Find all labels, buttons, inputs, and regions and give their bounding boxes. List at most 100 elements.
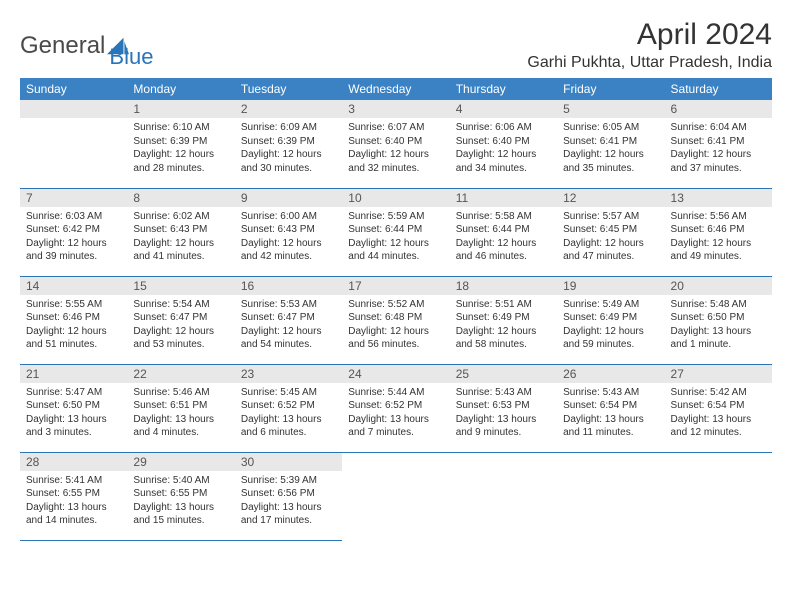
sunrise-text: Sunrise: 6:03 AM [26, 210, 121, 224]
calendar-day-cell: 18Sunrise: 5:51 AMSunset: 6:49 PMDayligh… [450, 276, 557, 364]
sunrise-text: Sunrise: 5:56 AM [671, 210, 766, 224]
calendar-day-cell: 3Sunrise: 6:07 AMSunset: 6:40 PMDaylight… [342, 100, 449, 188]
sunrise-text: Sunrise: 5:58 AM [456, 210, 551, 224]
day-number: 16 [235, 277, 342, 295]
calendar-day-cell: 19Sunrise: 5:49 AMSunset: 6:49 PMDayligh… [557, 276, 664, 364]
calendar-day-cell: 26Sunrise: 5:43 AMSunset: 6:54 PMDayligh… [557, 364, 664, 452]
daylight-text: and 41 minutes. [133, 250, 228, 264]
daylight-text: and 44 minutes. [348, 250, 443, 264]
day-number: 2 [235, 100, 342, 118]
calendar-day-cell: 28Sunrise: 5:41 AMSunset: 6:55 PMDayligh… [20, 452, 127, 540]
day-details: Sunrise: 5:52 AMSunset: 6:48 PMDaylight:… [342, 295, 449, 358]
sunset-text: Sunset: 6:45 PM [563, 223, 658, 237]
sunrise-text: Sunrise: 5:47 AM [26, 386, 121, 400]
sunrise-text: Sunrise: 5:46 AM [133, 386, 228, 400]
sunrise-text: Sunrise: 5:49 AM [563, 298, 658, 312]
sunset-text: Sunset: 6:48 PM [348, 311, 443, 325]
daylight-text: Daylight: 12 hours [241, 148, 336, 162]
day-details: Sunrise: 6:10 AMSunset: 6:39 PMDaylight:… [127, 118, 234, 181]
sunrise-text: Sunrise: 5:42 AM [671, 386, 766, 400]
calendar-day-cell: 10Sunrise: 5:59 AMSunset: 6:44 PMDayligh… [342, 188, 449, 276]
sunset-text: Sunset: 6:54 PM [563, 399, 658, 413]
calendar-day-cell: 23Sunrise: 5:45 AMSunset: 6:52 PMDayligh… [235, 364, 342, 452]
brand-logo: General Blue [20, 18, 153, 68]
sunrise-text: Sunrise: 5:48 AM [671, 298, 766, 312]
calendar-day-cell: 4Sunrise: 6:06 AMSunset: 6:40 PMDaylight… [450, 100, 557, 188]
day-number: 1 [127, 100, 234, 118]
day-number: 10 [342, 189, 449, 207]
day-number: 9 [235, 189, 342, 207]
calendar-day-cell: 14Sunrise: 5:55 AMSunset: 6:46 PMDayligh… [20, 276, 127, 364]
daylight-text: and 35 minutes. [563, 162, 658, 176]
sunset-text: Sunset: 6:44 PM [348, 223, 443, 237]
calendar-day-cell: 11Sunrise: 5:58 AMSunset: 6:44 PMDayligh… [450, 188, 557, 276]
day-details: Sunrise: 5:43 AMSunset: 6:54 PMDaylight:… [557, 383, 664, 446]
weekday-header: Sunday [20, 78, 127, 100]
day-details: Sunrise: 6:00 AMSunset: 6:43 PMDaylight:… [235, 207, 342, 270]
calendar-day-cell: 25Sunrise: 5:43 AMSunset: 6:53 PMDayligh… [450, 364, 557, 452]
calendar-day-cell: 9Sunrise: 6:00 AMSunset: 6:43 PMDaylight… [235, 188, 342, 276]
daylight-text: Daylight: 13 hours [563, 413, 658, 427]
daylight-text: and 46 minutes. [456, 250, 551, 264]
empty-day-header [20, 100, 127, 118]
sunset-text: Sunset: 6:41 PM [671, 135, 766, 149]
sunrise-text: Sunrise: 5:55 AM [26, 298, 121, 312]
sunset-text: Sunset: 6:50 PM [26, 399, 121, 413]
calendar-day-cell: 13Sunrise: 5:56 AMSunset: 6:46 PMDayligh… [665, 188, 772, 276]
calendar-day-cell: 7Sunrise: 6:03 AMSunset: 6:42 PMDaylight… [20, 188, 127, 276]
daylight-text: Daylight: 12 hours [671, 148, 766, 162]
day-number: 21 [20, 365, 127, 383]
day-number: 20 [665, 277, 772, 295]
day-details: Sunrise: 5:46 AMSunset: 6:51 PMDaylight:… [127, 383, 234, 446]
daylight-text: and 15 minutes. [133, 514, 228, 528]
weekday-header: Saturday [665, 78, 772, 100]
header: General Blue April 2024 Garhi Pukhta, Ut… [20, 18, 772, 72]
sunrise-text: Sunrise: 5:54 AM [133, 298, 228, 312]
sunset-text: Sunset: 6:52 PM [241, 399, 336, 413]
calendar-day-cell: 6Sunrise: 6:04 AMSunset: 6:41 PMDaylight… [665, 100, 772, 188]
sunrise-text: Sunrise: 5:53 AM [241, 298, 336, 312]
daylight-text: Daylight: 13 hours [26, 413, 121, 427]
daylight-text: and 11 minutes. [563, 426, 658, 440]
sunset-text: Sunset: 6:43 PM [241, 223, 336, 237]
day-details: Sunrise: 6:04 AMSunset: 6:41 PMDaylight:… [665, 118, 772, 181]
sunrise-text: Sunrise: 5:52 AM [348, 298, 443, 312]
daylight-text: Daylight: 12 hours [133, 325, 228, 339]
daylight-text: and 17 minutes. [241, 514, 336, 528]
calendar-day-cell: 27Sunrise: 5:42 AMSunset: 6:54 PMDayligh… [665, 364, 772, 452]
day-details: Sunrise: 5:44 AMSunset: 6:52 PMDaylight:… [342, 383, 449, 446]
calendar-table: SundayMondayTuesdayWednesdayThursdayFrid… [20, 78, 772, 541]
daylight-text: Daylight: 12 hours [563, 237, 658, 251]
day-details: Sunrise: 5:47 AMSunset: 6:50 PMDaylight:… [20, 383, 127, 446]
day-details: Sunrise: 5:43 AMSunset: 6:53 PMDaylight:… [450, 383, 557, 446]
calendar-day-cell [342, 452, 449, 540]
calendar-day-cell: 24Sunrise: 5:44 AMSunset: 6:52 PMDayligh… [342, 364, 449, 452]
weekday-header-row: SundayMondayTuesdayWednesdayThursdayFrid… [20, 78, 772, 100]
sunrise-text: Sunrise: 5:43 AM [456, 386, 551, 400]
daylight-text: Daylight: 12 hours [26, 325, 121, 339]
calendar-day-cell: 8Sunrise: 6:02 AMSunset: 6:43 PMDaylight… [127, 188, 234, 276]
daylight-text: and 30 minutes. [241, 162, 336, 176]
day-details: Sunrise: 5:53 AMSunset: 6:47 PMDaylight:… [235, 295, 342, 358]
sunset-text: Sunset: 6:39 PM [241, 135, 336, 149]
daylight-text: Daylight: 12 hours [26, 237, 121, 251]
sunset-text: Sunset: 6:55 PM [133, 487, 228, 501]
day-details: Sunrise: 6:03 AMSunset: 6:42 PMDaylight:… [20, 207, 127, 270]
day-details: Sunrise: 6:02 AMSunset: 6:43 PMDaylight:… [127, 207, 234, 270]
sunrise-text: Sunrise: 5:41 AM [26, 474, 121, 488]
calendar-day-cell: 12Sunrise: 5:57 AMSunset: 6:45 PMDayligh… [557, 188, 664, 276]
sunrise-text: Sunrise: 5:43 AM [563, 386, 658, 400]
daylight-text: Daylight: 13 hours [456, 413, 551, 427]
sunset-text: Sunset: 6:39 PM [133, 135, 228, 149]
day-number: 24 [342, 365, 449, 383]
weekday-header: Wednesday [342, 78, 449, 100]
daylight-text: and 42 minutes. [241, 250, 336, 264]
sunrise-text: Sunrise: 5:59 AM [348, 210, 443, 224]
daylight-text: and 54 minutes. [241, 338, 336, 352]
sunrise-text: Sunrise: 6:05 AM [563, 121, 658, 135]
sunset-text: Sunset: 6:51 PM [133, 399, 228, 413]
day-details: Sunrise: 5:58 AMSunset: 6:44 PMDaylight:… [450, 207, 557, 270]
sunset-text: Sunset: 6:56 PM [241, 487, 336, 501]
sunset-text: Sunset: 6:41 PM [563, 135, 658, 149]
calendar-day-cell: 20Sunrise: 5:48 AMSunset: 6:50 PMDayligh… [665, 276, 772, 364]
